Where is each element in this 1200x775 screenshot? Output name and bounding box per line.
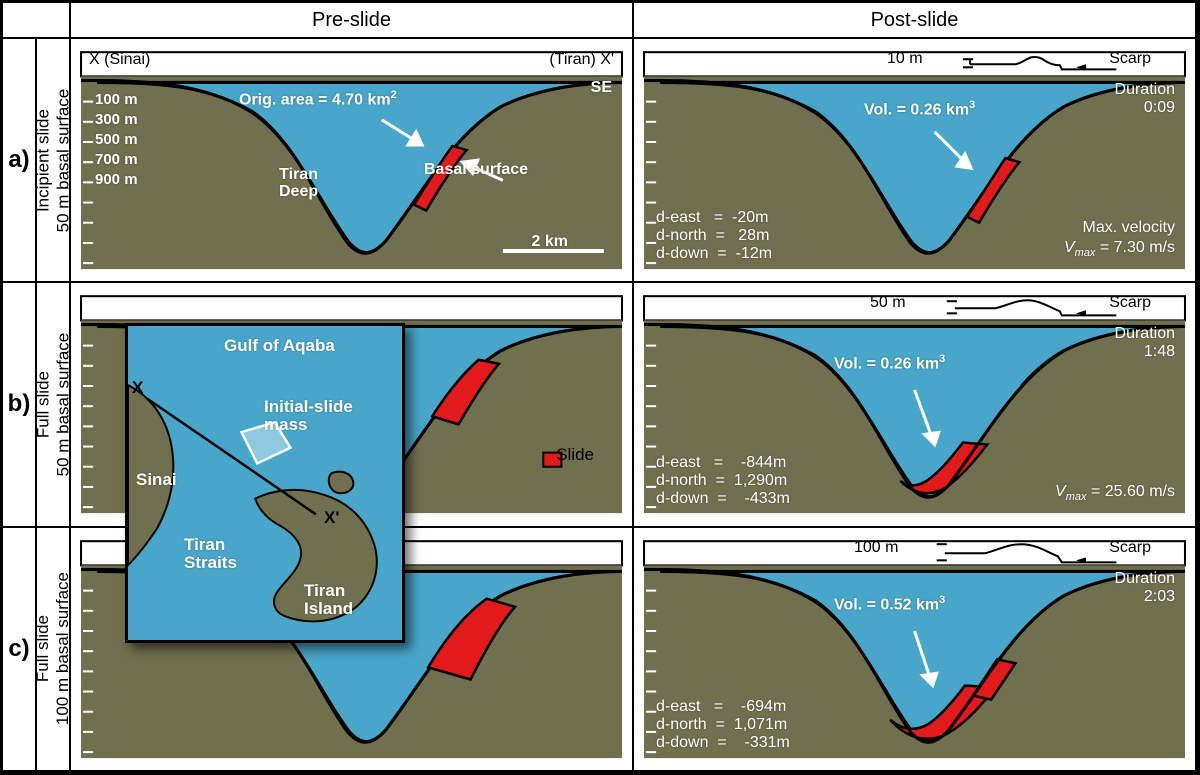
b-post-scarp: Scarp bbox=[1109, 294, 1151, 312]
header-post: Post-slide bbox=[634, 3, 1197, 39]
c-post-100m: 100 m bbox=[854, 539, 898, 557]
inset-initial: Initial-slidemass bbox=[264, 398, 353, 434]
inset-xprime: X' bbox=[324, 508, 339, 528]
header-post-label: Post-slide bbox=[871, 9, 959, 32]
row-b-letter: b) bbox=[3, 283, 37, 527]
inset-map: Gulf of Aqaba Sinai TiranStraits TiranIs… bbox=[125, 323, 405, 643]
c-post-scarp: Scarp bbox=[1109, 539, 1151, 557]
b-post-vmax: Vmax = 25.60 m/s bbox=[1055, 483, 1175, 503]
b-post-dnorth: d-north = 1,290m bbox=[656, 472, 787, 490]
se-label: SE bbox=[591, 79, 612, 97]
row-b-desc: Full slide50 m basal surface bbox=[37, 283, 71, 527]
depth-100: 100 m bbox=[95, 91, 138, 108]
b-post-ddown: d-down = -433m bbox=[656, 490, 790, 508]
b-post-deast: d-east = -844m bbox=[656, 454, 786, 472]
a-post-deast: d-east = -20m bbox=[656, 209, 769, 227]
c-post-dnorth: d-north = 1,071m bbox=[656, 716, 787, 734]
inset-x: X bbox=[132, 378, 143, 398]
panel-b-post: 50 m Scarp Vol. = 0.26 km3 Duration1:48 … bbox=[634, 283, 1197, 527]
panel-a-post: 10 m Scarp Vol. = 0.26 km3 Duration0:09 … bbox=[634, 39, 1197, 283]
panel-c-post: 100 m Scarp Vol. = 0.52 km3 Duration2:03… bbox=[634, 528, 1197, 772]
b-post-50m: 50 m bbox=[870, 294, 906, 312]
inset-island: TiranIsland bbox=[304, 582, 353, 618]
figure-grid: Pre-slide Post-slide a) Incipient slide5… bbox=[0, 0, 1200, 775]
inset-straits: TiranStraits bbox=[184, 536, 237, 572]
x-tiran-label: (Tiran) X' bbox=[549, 51, 614, 69]
c-post-ddown: d-down = -331m bbox=[656, 734, 790, 752]
slide-legend: Slide bbox=[556, 445, 594, 465]
header-pre-label: Pre-slide bbox=[312, 9, 391, 32]
inset-gulf: Gulf of Aqaba bbox=[224, 336, 335, 356]
a-post-scarp: Scarp bbox=[1109, 50, 1151, 68]
row-a-letter: a) bbox=[3, 39, 37, 283]
b-post-vol: Vol. = 0.26 km3 bbox=[834, 353, 945, 373]
a-post-vmax-label: Max. velocity bbox=[1083, 219, 1175, 237]
row-a-desc: Incipient slide50 m basal surface bbox=[37, 39, 71, 283]
orig-area: Orig. area = 4.70 km2 bbox=[239, 89, 397, 109]
depth-700: 700 m bbox=[95, 151, 138, 168]
depth-900: 900 m bbox=[95, 171, 138, 188]
scale-2km: 2 km bbox=[532, 233, 568, 251]
x-sinai-label: X (Sinai) bbox=[89, 51, 150, 69]
depth-300: 300 m bbox=[95, 111, 138, 128]
panel-a-pre: X (Sinai) (Tiran) X' SE 100 m 300 m 500 … bbox=[71, 39, 634, 283]
a-post-vol: Vol. = 0.26 km3 bbox=[864, 99, 975, 119]
header-pre: Pre-slide bbox=[71, 3, 634, 39]
c-post-deast: d-east = -694m bbox=[656, 698, 786, 716]
row-c-letter: c) bbox=[3, 528, 37, 772]
row-c-desc: Full slide100 m basal surface bbox=[37, 528, 71, 772]
b-post-duration: Duration1:48 bbox=[1115, 325, 1175, 361]
a-post-ddown: d-down = -12m bbox=[656, 245, 772, 263]
c-post-duration: Duration2:03 bbox=[1115, 570, 1175, 606]
a-post-10m: 10 m bbox=[887, 50, 923, 68]
depth-500: 500 m bbox=[95, 131, 138, 148]
a-post-vmax: Vmax = 7.30 m/s bbox=[1064, 239, 1175, 259]
inset-sinai: Sinai bbox=[136, 470, 177, 490]
c-post-vol: Vol. = 0.52 km3 bbox=[834, 594, 945, 614]
a-post-duration: Duration0:09 bbox=[1115, 81, 1175, 117]
header-empty bbox=[3, 3, 71, 39]
basal-surface: Basal surface bbox=[424, 161, 528, 179]
a-post-dnorth: d-north = 28m bbox=[656, 227, 769, 245]
tiran-deep: TiranDeep bbox=[279, 167, 318, 201]
